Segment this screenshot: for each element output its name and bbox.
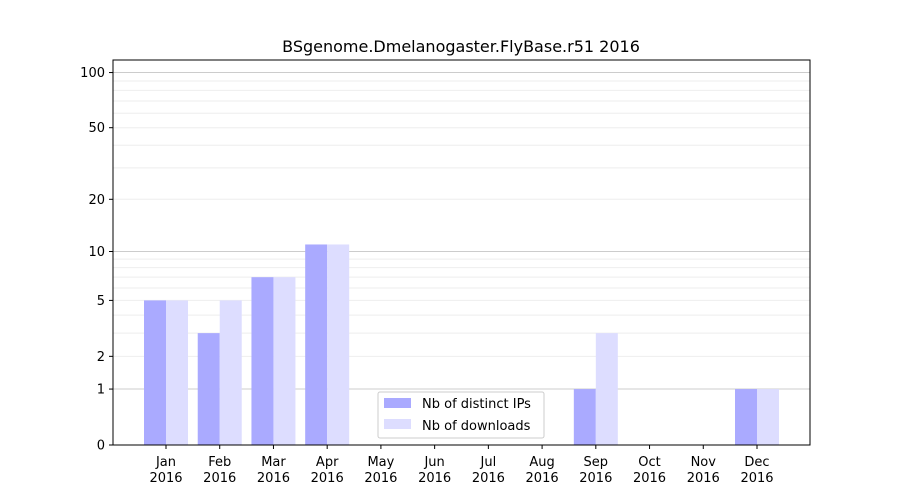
x-tick-label: Sep [584,455,609,470]
bar-distinct-ips [735,389,757,445]
bar-distinct-ips [197,333,220,445]
x-tick-label: 2016 [687,471,720,486]
x-tick-label: 2016 [740,471,773,486]
bar-distinct-ips [305,244,328,445]
y-tick-label: 1 [97,383,105,398]
legend: Nb of distinct IPs Nb of downloads [377,391,545,439]
x-tick-label: Nov [691,455,717,470]
bar-downloads [327,244,350,445]
x-tick-label: May [367,455,394,470]
x-tick-label: 2016 [364,471,397,486]
bar-distinct-ips [144,300,166,445]
y-tick-label: 100 [80,66,105,81]
x-tick-label: 2016 [257,471,290,486]
x-tick-label: 2016 [203,471,236,486]
y-tick-label: 50 [88,121,105,136]
bar-distinct-ips [573,389,596,445]
x-tick-label: 2016 [149,471,182,486]
plot-frame [112,59,811,446]
y-tick-label: 0 [97,439,105,454]
legend-swatch-ips [384,398,411,408]
x-tick-label: Jul [480,455,497,470]
legend-swatch-downloads [384,419,411,429]
x-tick-label: Jan [155,455,176,470]
x-tick-label: Feb [208,455,231,470]
x-tick-label: Apr [316,455,339,470]
x-tick-label: Oct [638,455,660,470]
x-tick-label: 2016 [311,471,344,486]
x-tick-label: Dec [744,455,769,470]
x-tick-label: Jun [423,455,444,470]
y-tick-label: 20 [88,193,105,208]
legend-label-ips: Nb of distinct IPs [422,397,531,412]
x-tick-label: 2016 [418,471,451,486]
y-tick-label: 10 [88,245,105,260]
bar-downloads [219,300,242,445]
bar-downloads [757,389,779,445]
x-tick-label: 2016 [633,471,666,486]
y-tick-label: 2 [97,350,105,365]
bar-downloads [166,300,188,445]
x-tick-label: 2016 [579,471,612,486]
y-tick-label: 5 [97,294,105,309]
x-tick-label: 2016 [526,471,559,486]
x-tick-label: Mar [261,455,286,470]
legend-label-downloads: Nb of downloads [422,419,531,434]
bar-downloads [595,333,618,445]
x-tick-label: Aug [529,455,554,470]
x-tick-label: 2016 [472,471,505,486]
chart-title: BSgenome.Dmelanogaster.FlyBase.r51 2016 [282,37,640,56]
bar-downloads [273,277,296,445]
bar-distinct-ips [251,277,274,445]
